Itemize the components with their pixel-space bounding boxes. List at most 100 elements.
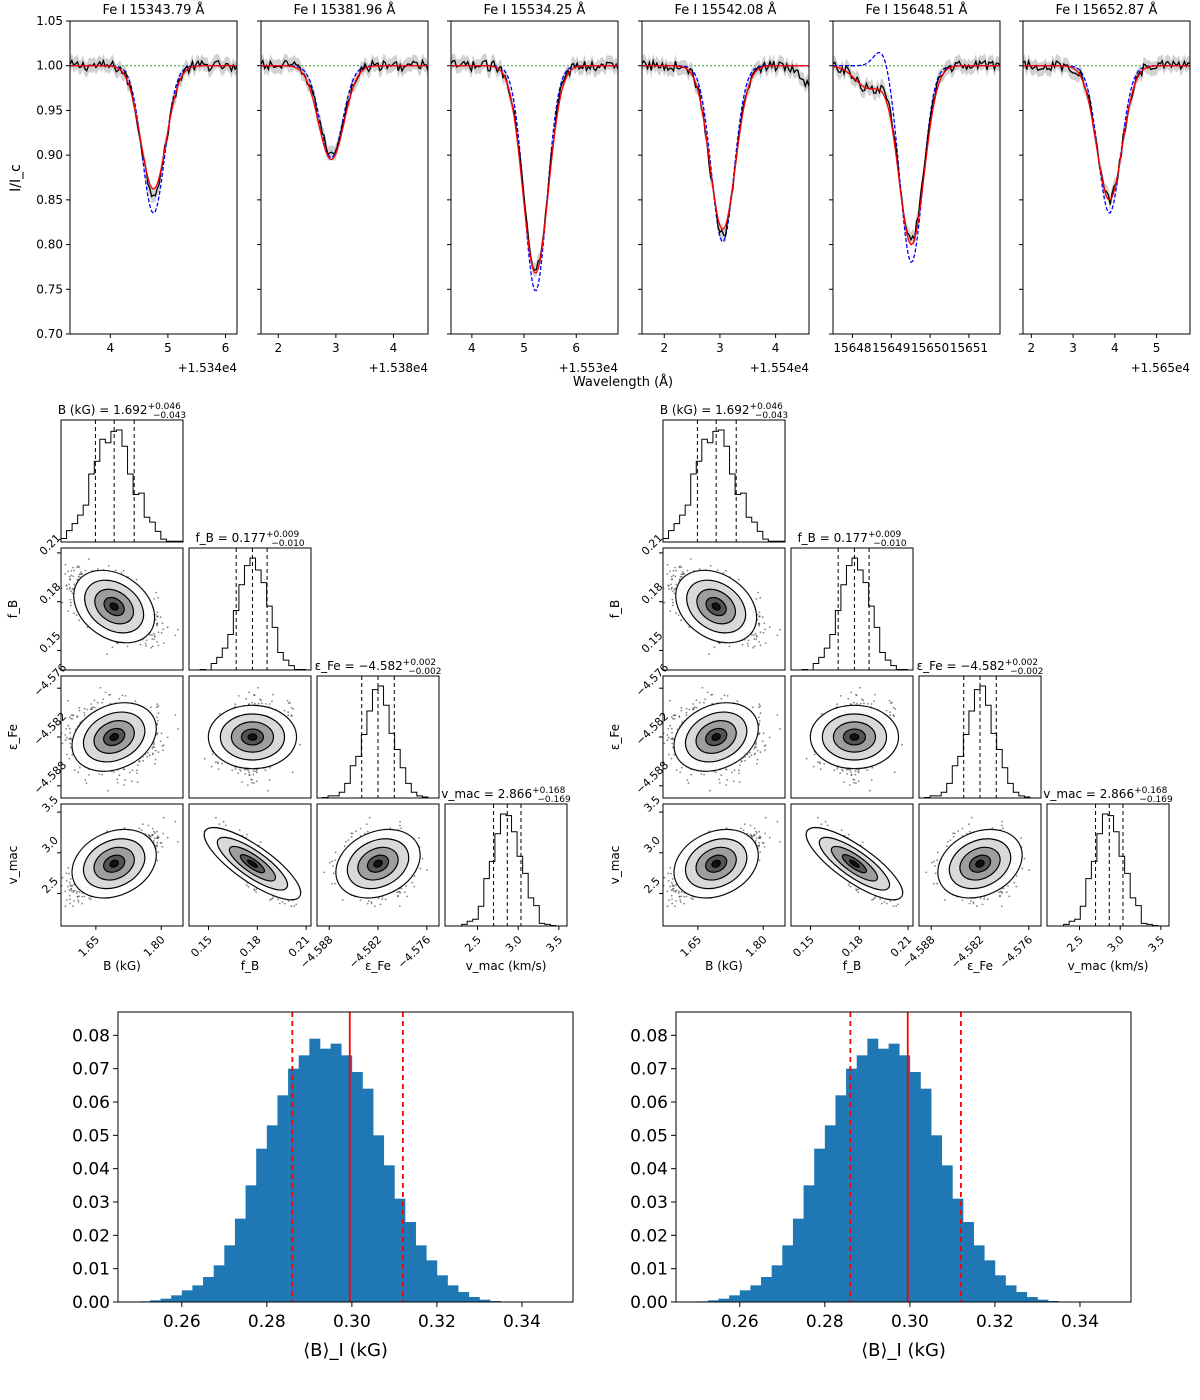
sample-point [131,769,134,772]
sample-point [136,769,138,772]
sample-point [261,702,263,705]
sample-point [248,691,250,694]
sample-point [83,714,86,717]
sample-point [68,588,71,590]
sample-point [61,742,64,745]
sample-point [253,782,255,784]
sample-point [70,590,72,593]
sample-point [69,731,71,734]
spectrum-plot-area [642,53,809,244]
sample-point [154,749,157,752]
sample-point [174,714,177,716]
x-tick-label: 15648 [833,341,871,355]
sample-point [159,616,162,619]
y-tick-label: 0.80 [36,238,63,252]
spectrum-axes-frame [450,20,619,335]
sample-point [78,766,81,769]
scatter-area [203,686,301,792]
sample-point [122,768,125,770]
sample-point [157,712,160,715]
sample-point [217,762,219,765]
sample-point [283,709,286,712]
sample-point [89,708,92,711]
x-tick-label: 4 [772,341,780,355]
spectrum-title: Fe I 15648.51 Å [866,2,968,18]
sample-point [77,899,80,901]
sample-point [69,878,72,880]
sample-point [243,768,246,771]
sample-point [87,558,90,560]
sample-point [237,695,240,697]
sample-point [149,633,151,636]
sample-point [153,830,156,833]
sample-point [161,622,164,625]
observed-spectrum-line [451,59,618,271]
sample-point [86,708,89,711]
x-tick-label: 3 [1069,341,1077,355]
observed-spectrum-line [1023,58,1190,205]
sample-point [68,727,71,730]
sample-point [177,728,179,730]
sample-point [108,694,110,696]
sample-point [203,757,206,760]
marginal-title-value: B (kG) = 1.692 [58,403,148,417]
sample-point [76,716,79,718]
sample-point [122,570,125,572]
sample-point [86,626,89,629]
spectrum-plot-area [1023,53,1190,214]
corner-cell-eFe-eFe: ε_Fe = −4.582+0.002 −0.002 [315,658,441,799]
sample-point [234,703,237,706]
sample-point [162,749,165,752]
sample-point [156,615,159,618]
sample-point [91,706,94,709]
sample-point [88,773,90,776]
sample-point [73,769,76,772]
spectrum-axes-frame [832,20,1001,335]
uncertainty-band [70,53,237,204]
sample-point [69,586,71,589]
sample-point [77,575,80,578]
sample-point [89,898,92,901]
sample-point [162,816,165,819]
sample-point [260,699,263,702]
sample-point [161,745,164,747]
sample-point [218,713,221,715]
sample-point [124,779,126,781]
best-fit-model-line [261,65,428,161]
sample-point [154,635,156,638]
spectrum-panel-3: Fe I 15534.25 Å4 5 6+1.553e4 [447,2,619,375]
x-tick-label: 5 [520,341,528,355]
density-contour [109,732,119,742]
sample-point [174,634,177,637]
sample-point [247,703,250,706]
y-tick-label: 1.00 [36,59,63,73]
y-tick-label: 0.75 [36,282,63,296]
sample-point [71,592,74,595]
marginal-title-err-up: +0.046 [148,402,182,412]
sample-point [251,701,253,704]
sample-point [157,705,160,708]
x-offset-label: +1.565e4 [1131,361,1190,375]
sample-point [61,876,64,879]
sample-point [156,706,158,709]
x-tick-label: 15650 [911,341,949,355]
sample-point [61,601,64,604]
marginal-title-err-up: +0.002 [403,658,436,668]
corner-cell-fB-B: 0.150.180.21f_B [6,531,184,671]
x-tick-label: 3 [716,341,724,355]
sample-point [136,781,139,783]
sample-point [118,774,121,777]
sample-point [99,686,102,689]
corner-cell-B-B: B (kG) = 1.692+0.046 −0.043 [58,402,186,543]
spectrum-title: Fe I 15652.87 Å [1056,2,1158,18]
sample-point [112,771,115,774]
x-tick-label: 2 [274,341,282,355]
corner-cell-fB-fB: f_B = 0.177+0.009 −0.010 [188,530,312,671]
sample-point [247,769,250,772]
sample-point [151,827,154,830]
sample-point [72,566,74,569]
sample-point [68,881,71,884]
sample-point [80,572,83,575]
sample-point [85,782,88,784]
